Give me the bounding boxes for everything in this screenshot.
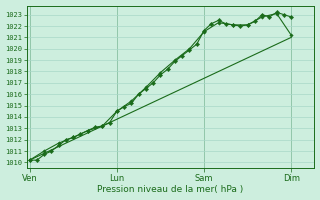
X-axis label: Pression niveau de la mer( hPa ): Pression niveau de la mer( hPa ) <box>98 185 244 194</box>
